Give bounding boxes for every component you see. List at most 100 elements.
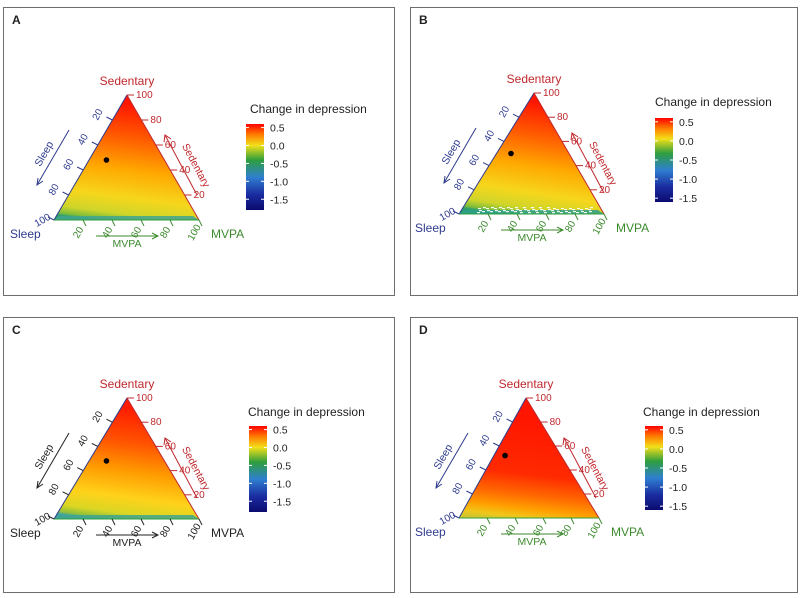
noise-speck xyxy=(503,210,506,212)
sedentary-tick-label: 20 xyxy=(194,490,206,501)
noise-speck xyxy=(572,209,575,211)
sleep-tick xyxy=(506,418,513,423)
sedentary-arrow xyxy=(571,132,605,194)
colorbar-tick-label: 0.5 xyxy=(669,425,684,437)
sedentary-arrowhead xyxy=(163,437,172,446)
noise-speck xyxy=(585,208,588,210)
sedentary-arrowhead xyxy=(570,132,579,141)
noise-speck xyxy=(588,209,591,211)
noise-speck xyxy=(494,208,497,210)
sleep-tick xyxy=(76,166,84,171)
colorbar-tick-label: -1.0 xyxy=(273,478,291,490)
noise-speck xyxy=(543,210,546,212)
sleep-arrow xyxy=(36,432,70,489)
colorbar-tick-label: 0.0 xyxy=(669,444,684,456)
colorbar-tick-label: -1.0 xyxy=(270,176,288,188)
mvpa-tick xyxy=(574,213,579,221)
colorbar-tick-label: -1.5 xyxy=(669,501,687,513)
noise-speck xyxy=(568,212,571,214)
noise-speck xyxy=(589,211,592,213)
vertex-label-mvpa: MVPA xyxy=(616,221,649,235)
sedentary-tick-label: 40 xyxy=(585,161,597,172)
noise-speck xyxy=(519,210,522,212)
sleep-tick-label: 80 xyxy=(452,177,467,192)
sleep-arrowhead xyxy=(36,177,44,187)
mvpa-tick xyxy=(169,219,174,227)
mvpa-axis-title: MVPA xyxy=(518,232,547,244)
sedentary-tick-label: 100 xyxy=(535,393,552,404)
mvpa-tick xyxy=(198,518,203,526)
ternary-surface xyxy=(459,398,599,518)
mvpa-axis-title: MVPA xyxy=(518,536,547,548)
composition-point xyxy=(103,157,110,163)
sleep-tick-label: 40 xyxy=(482,128,497,143)
legend-title: Change in depression xyxy=(643,405,760,419)
ternary-surface xyxy=(54,398,199,519)
right-edge xyxy=(126,397,200,520)
colorbar-tick-label: -1.0 xyxy=(669,482,687,494)
noise-speck xyxy=(569,208,572,210)
sleep-tick xyxy=(106,418,113,423)
panel-a: A204060801001008060402020406080100Sedent… xyxy=(3,7,395,296)
right-edge xyxy=(126,94,200,221)
mvpa-tick-label: 80 xyxy=(158,225,173,241)
colorbar-tick-label: 0.0 xyxy=(273,443,288,455)
noise-speck xyxy=(539,207,542,209)
mvpa-tick xyxy=(169,518,174,526)
legend-title: Change in depression xyxy=(250,102,367,116)
sleep-arrowhead xyxy=(36,480,44,490)
sedentary-tick-label: 100 xyxy=(136,90,153,101)
sleep-tick xyxy=(452,514,460,519)
sleep-tick-label: 80 xyxy=(47,182,62,197)
sedentary-tick-label: 60 xyxy=(564,441,576,452)
sleep-tick-label: 20 xyxy=(91,107,106,122)
colorbar-tick-label: -0.5 xyxy=(270,158,288,170)
sleep-tick xyxy=(76,467,84,472)
mvpa-tick xyxy=(516,213,521,221)
sedentary-tick-label: 40 xyxy=(579,465,591,476)
sedentary-tick-label: 40 xyxy=(179,466,191,477)
right-edge xyxy=(533,92,605,215)
mvpa-tick-label: 20 xyxy=(71,524,86,540)
left-edge xyxy=(53,397,128,520)
noise-speck xyxy=(557,211,560,213)
noise-speck xyxy=(506,211,509,213)
vertex-label-sleep: Sleep xyxy=(415,525,446,539)
sleep-tick xyxy=(512,113,520,118)
noise-speck xyxy=(548,209,551,211)
sleep-tick xyxy=(47,515,55,520)
noise-speck xyxy=(581,211,584,213)
panel-b: B204060801001008060402020406080100Sedent… xyxy=(410,7,798,296)
noise-speck xyxy=(486,208,489,210)
colorbar-tick-label: 0.5 xyxy=(273,425,288,437)
sedentary-tick-label: 60 xyxy=(165,441,177,452)
sedentary-tick-label: 80 xyxy=(550,417,562,428)
mvpa-axis-title: MVPA xyxy=(113,238,142,250)
sleep-axis-title: Sleep xyxy=(439,137,463,166)
composition-point xyxy=(502,452,508,459)
sedentary-tick-label: 20 xyxy=(194,190,206,201)
sedentary-arrowhead xyxy=(562,437,571,446)
noise-speck xyxy=(560,212,563,214)
sedentary-tick-label: 100 xyxy=(543,88,560,99)
noise-speck xyxy=(491,207,494,209)
noise-speck xyxy=(535,210,538,212)
sleep-tick xyxy=(91,442,99,447)
noise-speck xyxy=(528,212,531,214)
noise-speck xyxy=(514,211,517,213)
sedentary-arrowhead xyxy=(163,134,172,143)
noise-speck xyxy=(551,210,554,212)
sleep-axis-title: Sleep xyxy=(431,442,455,471)
noise-speck xyxy=(536,212,539,214)
colorbar-tick-label: -1.0 xyxy=(679,174,697,186)
sedentary-arrow xyxy=(164,437,198,499)
noise-speck xyxy=(561,208,564,210)
mvpa-tick xyxy=(140,518,145,526)
colorbar xyxy=(645,426,663,510)
sleep-tick xyxy=(479,466,487,471)
right-edge xyxy=(525,397,600,519)
colorbar-tick-label: 0.0 xyxy=(270,141,285,153)
vertex-label-sedentary: Sedentary xyxy=(507,72,562,86)
sleep-arrowhead xyxy=(435,480,443,490)
mvpa-arrowhead xyxy=(556,530,565,538)
